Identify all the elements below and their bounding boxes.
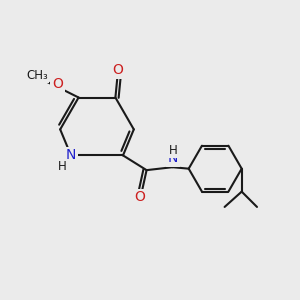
Text: CH₃: CH₃ [26,69,48,82]
Text: O: O [52,77,63,91]
Text: O: O [112,63,123,77]
Text: N: N [66,148,76,162]
Text: H: H [169,144,178,157]
Text: N: N [168,152,178,165]
Text: H: H [58,160,67,173]
Text: O: O [134,190,145,204]
